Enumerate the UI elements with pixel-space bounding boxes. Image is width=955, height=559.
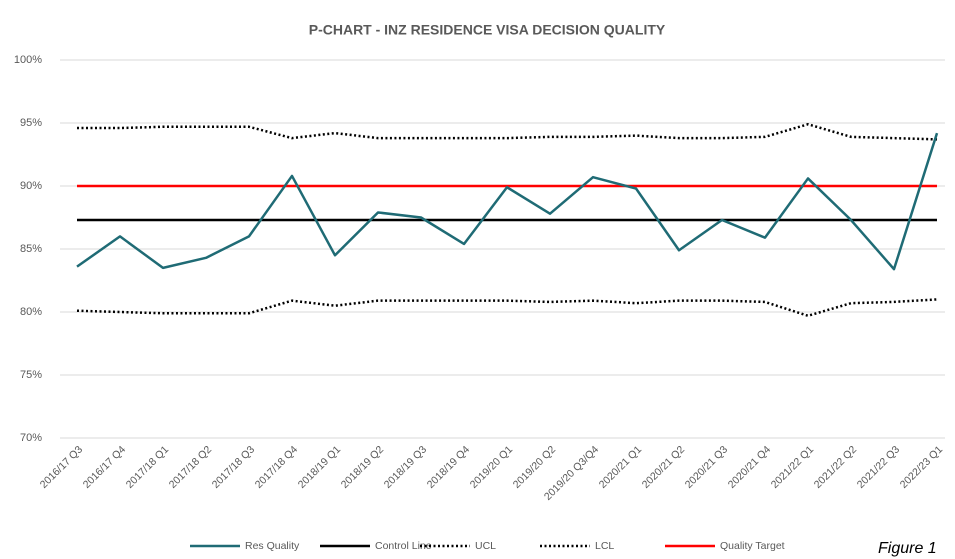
x-tick-label: 2021/22 Q3	[855, 443, 902, 490]
x-tick-label: 2020/21 Q3	[683, 443, 730, 490]
y-tick-label: 90%	[20, 180, 42, 192]
x-tick-label: 2018/19 Q4	[425, 443, 472, 490]
legend-label: UCL	[475, 540, 496, 552]
series-line	[76, 132, 939, 271]
x-tick-label: 2017/18 Q2	[167, 443, 214, 490]
x-tick-label: 2021/22 Q1	[769, 443, 816, 490]
x-tick-label: 2020/21 Q2	[640, 443, 687, 490]
x-tick-label: 2017/18 Q1	[124, 443, 171, 490]
x-tick-label: 2021/22 Q2	[812, 443, 859, 490]
x-tick-label: 2018/19 Q2	[339, 443, 386, 490]
legend-label: Quality Target	[720, 540, 785, 552]
y-tick-label: 85%	[20, 243, 42, 255]
legend-label: Control Line	[375, 540, 432, 552]
x-tick-label: 2016/17 Q4	[81, 443, 128, 490]
x-tick-label: 2018/19 Q1	[296, 443, 343, 490]
x-tick-label: 2020/21 Q4	[726, 443, 773, 490]
legend-label: LCL	[595, 540, 614, 552]
x-tick-label: 2017/18 Q4	[253, 443, 300, 490]
y-tick-label: 80%	[20, 306, 42, 318]
x-tick-label: 2017/18 Q3	[210, 443, 257, 490]
series-line	[77, 123, 938, 141]
annotation: Figure 1	[878, 540, 937, 557]
y-tick-label: 95%	[20, 117, 42, 129]
series-line	[76, 298, 938, 318]
x-tick-label: 2020/21 Q1	[597, 443, 644, 490]
y-tick-label: 70%	[20, 432, 42, 444]
x-tick-label: 2016/17 Q3	[38, 443, 85, 490]
y-tick-label: 75%	[20, 369, 42, 381]
y-tick-label: 100%	[14, 54, 42, 66]
x-tick-label: 2019/20 Q1	[468, 443, 515, 490]
x-tick-label: 2022/23 Q1	[898, 443, 945, 490]
chart-title: P-CHART - INZ RESIDENCE VISA DECISION QU…	[309, 22, 666, 38]
x-tick-label: 2018/19 Q3	[382, 443, 429, 490]
legend-label: Res Quality	[245, 540, 300, 552]
